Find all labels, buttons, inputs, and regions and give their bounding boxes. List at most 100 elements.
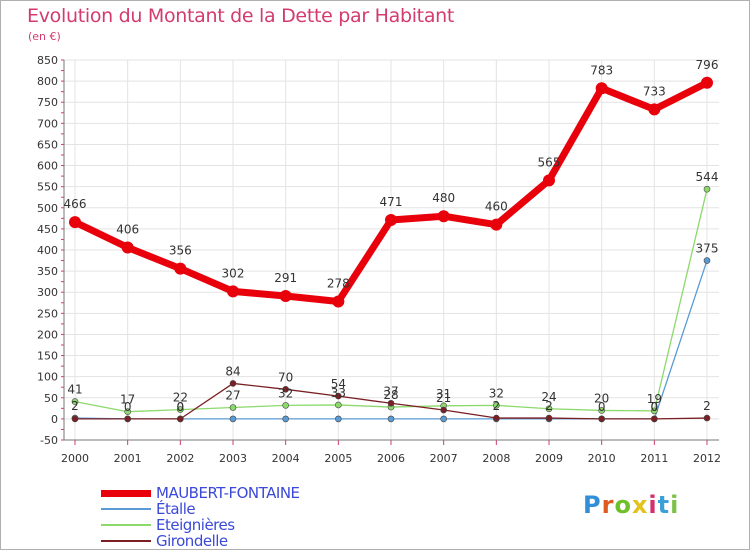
data-point: [121, 241, 134, 254]
data-point: [545, 405, 553, 413]
data-point: [543, 174, 555, 187]
axis-layer: -500501001502002503003504004505005506006…: [37, 54, 721, 465]
legend-swatch: [101, 508, 151, 510]
proxiti-logo: Proxiti: [583, 491, 679, 519]
data-point: [124, 415, 131, 423]
y-tick-label: 700: [37, 117, 58, 130]
data-label-layer: 466 406 356 302 291 278 471 480 460 565 783 733 796 2…: [64, 58, 719, 414]
logo-letter: t: [657, 491, 671, 519]
data-label: 22: [173, 391, 188, 405]
logo-letter: x: [631, 491, 649, 519]
y-tick-label: 550: [37, 181, 58, 194]
x-tick-label: 2001: [114, 452, 142, 465]
data-label: 471: [380, 195, 403, 209]
data-point: [332, 295, 345, 308]
data-point: [703, 257, 711, 264]
y-tick-label: 600: [37, 160, 58, 173]
data-label: 28: [383, 388, 398, 402]
legend-item: Étalle: [101, 500, 341, 518]
data-label: 302: [222, 266, 245, 280]
legend-label: Étalle: [156, 500, 196, 518]
data-point: [598, 407, 605, 414]
data-label: 70: [278, 370, 293, 384]
legend-swatch: [101, 540, 151, 542]
data-label: 20: [594, 391, 609, 405]
x-tick-label: 2007: [430, 452, 458, 465]
data-label: 0: [651, 400, 659, 414]
data-point: [229, 380, 237, 387]
data-point: [437, 210, 450, 223]
x-tick-label: 2002: [166, 452, 194, 465]
y-tick-label: -50: [40, 434, 58, 447]
data-label: 375: [696, 242, 719, 256]
data-label: 54: [331, 377, 346, 391]
data-label: 2: [703, 399, 711, 413]
data-point: [387, 399, 395, 407]
data-point: [387, 415, 395, 423]
y-tick-label: 350: [37, 265, 58, 278]
data-label: 460: [485, 200, 508, 214]
unit-label: (en €): [28, 30, 61, 43]
data-point: [493, 414, 500, 422]
data-label: 21: [436, 391, 451, 405]
y-tick-label: 850: [37, 54, 58, 67]
x-tick-label: 2000: [61, 452, 89, 465]
logo-letter: i: [648, 491, 658, 519]
data-point: [440, 415, 447, 423]
legend-item: Girondelle: [101, 532, 341, 550]
data-label: 32: [278, 386, 293, 400]
data-label: 0: [177, 400, 185, 414]
data-label: 32: [489, 386, 504, 400]
data-label: 480: [432, 191, 455, 205]
legend-swatch: [101, 524, 151, 526]
x-tick-label: 2008: [482, 452, 510, 465]
data-point: [651, 407, 658, 415]
data-point: [177, 415, 184, 423]
logo-letter: r: [601, 491, 615, 519]
data-point: [703, 414, 711, 422]
data-point: [651, 415, 658, 423]
data-point: [229, 404, 237, 411]
legend-label: Eteignières: [156, 516, 235, 534]
data-label: 406: [116, 222, 139, 236]
data-label: 356: [169, 244, 192, 258]
legend-item: MAUBERT-FONTAINE: [101, 484, 341, 502]
data-label: 17: [120, 393, 135, 407]
data-point: [490, 218, 503, 231]
data-label: 84: [225, 364, 240, 378]
data-label: 19: [647, 392, 662, 406]
logo-letter: i: [670, 491, 680, 519]
data-point: [177, 406, 184, 413]
legend-label: MAUBERT-FONTAINE: [156, 484, 300, 502]
data-label: 544: [696, 170, 719, 184]
y-tick-label: 250: [37, 307, 58, 320]
data-point: [279, 290, 292, 303]
x-tick-label: 2012: [693, 452, 721, 465]
data-label: 41: [67, 383, 82, 397]
data-point: [335, 401, 342, 409]
data-point: [282, 386, 289, 393]
data-point: [282, 402, 289, 409]
x-tick-label: 2011: [640, 452, 668, 465]
grid-layer: [64, 59, 719, 441]
x-tick-label: 2005: [324, 452, 352, 465]
data-point: [69, 216, 81, 229]
data-point: [229, 415, 237, 423]
x-tick-label: 2010: [588, 452, 616, 465]
y-tick-label: 150: [37, 350, 58, 363]
chart-title: Evolution du Montant de la Dette par Hab…: [27, 5, 455, 27]
data-label: 0: [177, 400, 185, 414]
data-label: 0: [651, 400, 659, 414]
x-tick-label: 2003: [219, 452, 247, 465]
y-tick-label: 300: [37, 286, 58, 299]
y-tick-label: 750: [37, 96, 58, 109]
data-point: [124, 408, 131, 416]
legend-label: Girondelle: [156, 532, 228, 550]
data-point: [385, 214, 397, 227]
y-tick-label: 50: [44, 392, 58, 405]
x-tick-label: 2006: [377, 452, 405, 465]
legend-swatch: [101, 489, 151, 497]
data-label: 2: [545, 399, 553, 413]
y-tick-label: 0: [51, 413, 58, 426]
y-tick-label: 500: [37, 202, 58, 215]
